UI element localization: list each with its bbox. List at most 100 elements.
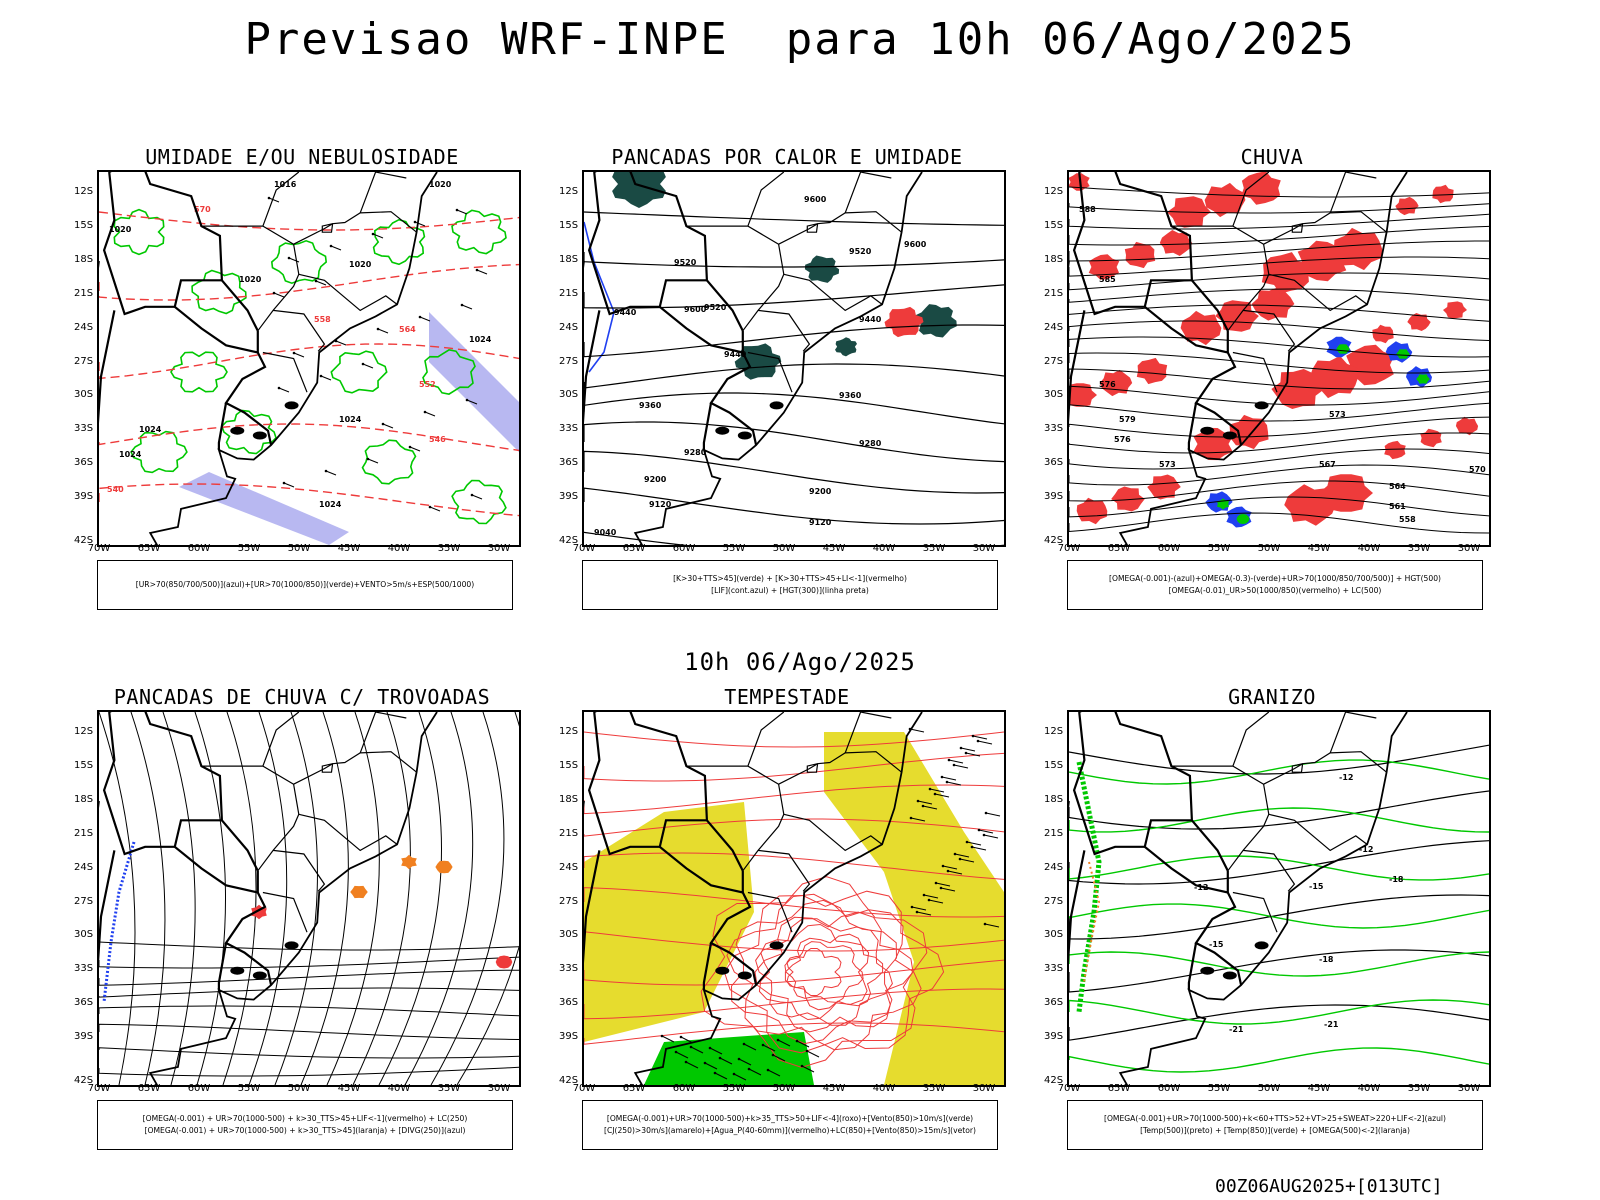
country-border [217,942,228,990]
instability-area [734,343,782,380]
streamline [584,988,1004,1020]
humidity-contour [191,269,247,315]
vector-head [953,852,957,856]
country-border [102,712,175,856]
latitude-tick-label: 30S [559,389,579,401]
contour-label: 9600 [904,240,927,249]
humidity-contour [270,239,328,285]
latitude-tick-label: 39S [74,491,94,503]
longitude-tick-label: 40W [387,1083,411,1094]
vector-head [703,1061,707,1065]
latitude-tick-label: 42S [1044,535,1064,546]
streamline [430,712,505,1085]
longitude-tick-label: 55W [1207,1083,1231,1094]
vector-head [984,811,988,815]
contour-label: 9440 [859,315,882,324]
longitude-tick-label: 45W [1307,543,1331,554]
wind-vector [461,304,473,310]
contour-label: 576 [1114,435,1131,444]
state-border [1232,891,1278,933]
vector-head [674,1050,678,1054]
contour-label: 9520 [849,247,872,256]
height-contour [584,487,1004,525]
streamline [786,948,842,996]
wind-vector [954,853,970,858]
temperature-850-contour [1069,1047,1489,1073]
country-border [1072,712,1145,856]
latitude-tick-label: 15S [1044,219,1064,231]
height-contour [584,531,1004,545]
legend-text: [OMEGA(-0.001)+UR>70(1000-500)+k>35_TTS>… [606,1114,974,1123]
instability-area [612,172,666,208]
streamline [1069,256,1489,277]
longitude-tick-label: 35W [437,543,461,554]
rain-area [1407,313,1431,331]
legend-text: [Temp(500)](preto) + [Temp(850)](verde) … [1140,1126,1410,1135]
wind-vector [325,470,337,476]
wind-vector [916,911,932,916]
contour-label: 9200 [809,487,832,496]
vector-head [946,869,950,873]
streamline [1069,304,1489,322]
contour-label: 558 [314,315,331,324]
streamline [404,712,474,1085]
streamline [700,876,928,1068]
height-contour [584,284,1004,309]
vector-head [915,910,919,914]
rain-area [1432,184,1454,204]
vector-head [771,1053,775,1057]
rain-area [1159,230,1193,256]
contour-label: 585 [1099,275,1116,284]
latitude-tick-label: 24S [74,861,94,873]
latitude-tick-label: 39S [559,491,579,503]
latitude-tick-label: 12S [559,726,579,737]
streamline [300,712,349,1085]
panel-title: UMIDADE E/OU NEBULOSIDADE [145,145,459,169]
longitude-tick-label: 65W [137,543,161,554]
instability-area [884,306,924,338]
height-contour [584,421,1004,463]
wind-vector [273,292,285,298]
streamline [1069,496,1489,518]
wind-vector [767,1069,781,1077]
rain-area [1099,369,1133,397]
streamline [1069,464,1489,486]
wind-vector [935,882,951,887]
latitude-tick-label: 33S [1044,423,1064,435]
longitude-tick-label: 55W [722,543,746,554]
rain-area [1384,440,1406,460]
vector-head [460,303,464,307]
wind-vector [685,1061,699,1069]
thunderstorm-area [435,860,453,874]
height-contour [584,324,1004,358]
lagoon [1200,426,1215,435]
wind-vector [762,1044,776,1052]
longitude-tick-label: 60W [187,543,211,554]
contour-label: 564 [399,325,416,334]
longitude-tick-label: 70W [87,1083,111,1094]
latitude-tick-label: 27S [559,355,579,367]
longitude-tick-label: 60W [187,1083,211,1094]
divergence-area [102,841,136,1003]
height-contour [584,363,1004,389]
wind-vector [419,316,431,322]
contour-label: 9360 [639,401,662,410]
contour-label: 573 [1329,410,1346,419]
rain-area [1241,172,1281,205]
wind-vector [476,269,488,275]
latitude-tick-label: 12S [74,726,94,737]
latitude-axis: 12S 15S 18S 21S 24S 27S 30S 33S 36S 39S 42S [1042,710,1067,1086]
lagoon [715,426,730,435]
state-border [747,351,793,393]
latitude-tick-label: 24S [559,321,579,333]
thunderstorm-area [350,885,368,899]
lifted-index-contour [584,221,615,373]
wind-vector [661,1035,675,1043]
rain-area [1069,383,1097,407]
contour-label: 564 [1389,482,1406,491]
vector-head [314,279,318,283]
streamline [99,1023,519,1040]
vector-head [941,864,945,868]
wind-vector [714,1072,728,1080]
temperature-850-contour [1069,951,1489,977]
